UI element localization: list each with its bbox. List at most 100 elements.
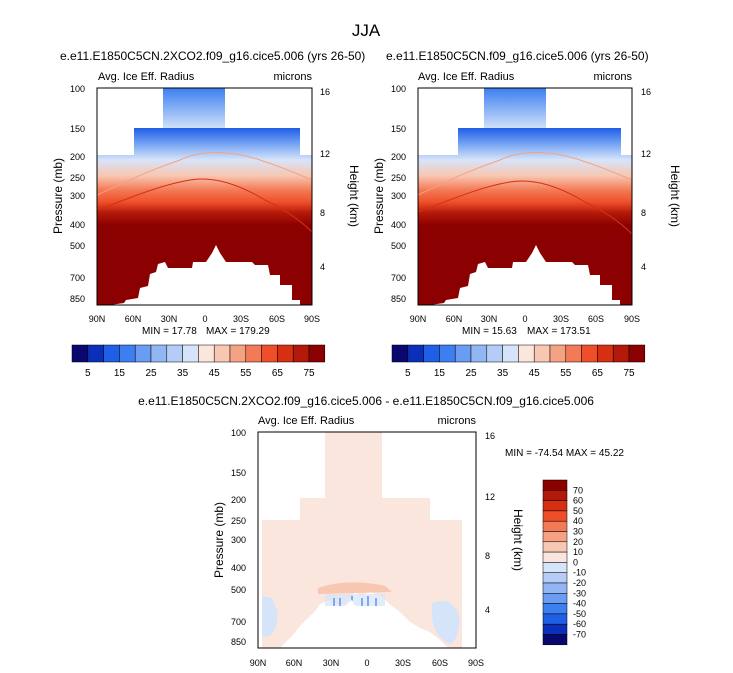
panel-1-ytick: 850 [70,294,85,304]
panel-1-y-ticks: 100 150 200 250 300 400 500 700 850 [70,84,85,304]
panel-3-x-ticks: 90N 60N 30N 0 30S 60S 90S [250,658,484,668]
panel-3-ytick: 700 [231,617,246,627]
panel-2-colorbar-box [407,344,424,363]
panel-2-colorbar-label: 65 [592,368,604,379]
panel-2-colorbar-box [423,344,440,363]
panel-2-htick: 12 [641,149,651,159]
panel-1-colorbar-box [213,344,231,363]
panel-1-colorbar-box [166,344,183,363]
panel-3-colorbar-label: 50 [573,506,583,516]
panel-2-colorbar-box [391,344,409,363]
panel-3-ylabel: Pressure (mb) [212,502,226,578]
panel-3-white-mountain [305,600,420,648]
panel-2-ylabel-right: Height (km) [668,165,682,227]
panel-3-htick: 8 [485,551,490,561]
panel-2-xtick: 60N [446,314,463,324]
panel-1-ytick: 100 [70,84,85,94]
panel-2-left-label: Avg. Ice Eff. Radius [418,71,515,83]
panel-2-colorbar-labels: 5 15 25 35 45 55 65 75 [405,368,635,379]
panel-3-xtick: 30S [395,658,411,668]
panel-2-colorbar-box [533,344,551,363]
panel-3-colorbar-box [542,562,568,573]
panel-3-colorbar-label: 10 [573,547,583,557]
panel-1-ytick: 700 [70,273,85,283]
panel-2-field [417,88,633,305]
panel-1-xtick: 60S [269,314,285,324]
panel-2-xtick: 90N [410,314,427,324]
panel-2-ylabel: Pressure (mb) [372,158,386,234]
panel-3-height-ticks: 16 12 8 4 [485,431,495,615]
panel-1-ytick: 150 [70,124,85,134]
panel-2-htick: 4 [641,262,646,272]
panel-1-colorbar-box [245,344,262,363]
panel-1-colorbar-box [292,344,310,363]
panel-1-colorbar-box [198,344,215,363]
panel-3-plot-frame [257,431,477,649]
panel-3-htick: 4 [485,605,490,615]
panel-2-colorbar-box [486,344,503,363]
panel-3-xtick: 90N [250,658,267,668]
panel-3-ytick: 300 [231,535,246,545]
panel-3-colorbar-box [542,634,568,646]
panel-3-colorbar-box [542,613,568,625]
panel-3-colorbar-box [542,541,568,553]
panel-1-colorbar-box [71,344,89,363]
panel-1-colorbar-box [308,344,326,363]
panel-2-tropical-top-block [484,88,546,130]
panel-1-ytick: 250 [70,173,85,183]
panel-2-colorbar-label: 35 [497,368,509,379]
panel-3-htick: 16 [485,431,495,441]
panel-1-colorbar-box [150,344,168,363]
panel-3-ytick: 400 [231,563,246,573]
panel-3-xtick: 60N [286,658,303,668]
panel-2-xtick: 30N [481,314,498,324]
panel-2-colorbar-box [597,344,614,363]
panel-1-xtick: 60N [125,314,142,324]
panel-3-ytick: 100 [231,428,246,438]
panel-2-colorbar-box [565,344,582,363]
panel-2-right-label: microns [593,71,632,83]
panel-2-xtick: 0 [522,314,527,324]
panel-3-blue-patch-north [262,596,278,636]
panel-1-colorbar-label: 35 [177,368,189,379]
panel-1-ytick: 400 [70,220,85,230]
panel-2-colorbar-box [454,344,472,363]
panel-1-height-ticks: 16 12 8 4 [320,87,330,272]
panel-1-colorbar-box [119,344,136,363]
panel-2-colorbar-box [439,344,456,363]
panel-3-colorbar-label: 60 [573,496,583,506]
panel-1-plot-frame [96,87,313,306]
panel-2-main-body [418,128,632,305]
panel-2-contour-line-1 [417,152,633,196]
panel-1-title: e.e11.E1850C5CN.2XCO2.f09_g16.cice5.006 … [60,49,365,63]
panel-2-xtick: 60S [588,314,604,324]
panel-1-htick: 12 [320,149,330,159]
panel-3-colorbar-box [542,551,568,563]
panel-2-title: e.e11.E1850C5CN.f09_g16.cice5.006 (yrs 2… [386,49,649,63]
panel-2-ytick: 150 [391,124,406,134]
panel-2-colorbar-box [581,344,598,363]
panel-2-ytick: 100 [391,84,406,94]
panel-1-field [96,88,313,305]
panel-3-blue-patch-south [432,600,460,644]
panel-1-x-ticks: 90N 60N 30N 0 30S 60S 90S [89,314,320,324]
panel-1-htick: 4 [320,262,325,272]
panel-1-colorbar-label: 65 [272,368,284,379]
panel-2-colorbar-box [518,344,535,363]
panel-1-contour-line-2 [96,178,313,233]
panel-2-y-ticks: 100 150 200 250 300 400 500 700 850 [391,84,406,304]
panel-3-colorbar-label: 30 [573,527,583,537]
panel-1-ylabel: Pressure (mb) [51,158,65,234]
panel-3-min-max: MIN = -74.54 MAX = 45.22 [505,448,624,459]
panel-3-colorbar-box [542,582,568,594]
panel-2-plot-frame [417,87,633,306]
panel-1-right-label: microns [273,71,312,83]
panel-1-tropical-top-block [163,88,225,130]
panel-3-xtick: 0 [364,658,369,668]
panel-2-ytick: 850 [391,294,406,304]
panel-2-x-ticks: 90N 60N 30N 0 30S 60S 90S [410,314,640,324]
panel-2-colorbar-label: 25 [465,368,477,379]
panel-2: e.e11.E1850C5CN.f09_g16.cice5.006 (yrs 2… [372,49,682,379]
